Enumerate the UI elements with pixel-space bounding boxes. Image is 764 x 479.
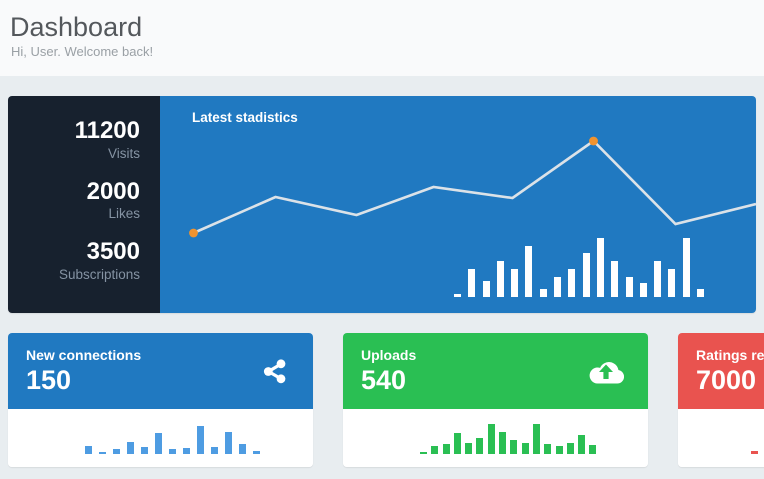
bar — [487, 424, 495, 454]
cards-row: New connections 150 — [8, 333, 764, 467]
share-icon — [263, 359, 286, 384]
stat-label: Likes — [108, 206, 140, 222]
sparkline-new-connections — [85, 422, 260, 454]
bar — [496, 261, 504, 297]
stats-totals-panel: 11200 Visits 2000 Likes 3500 Subscriptio… — [8, 96, 160, 313]
bar — [465, 443, 473, 454]
card-ratings-received[interactable]: Ratings received 7000 — [678, 333, 764, 467]
bar — [476, 438, 484, 454]
bar — [197, 426, 204, 454]
bar — [511, 269, 519, 297]
bar — [566, 443, 574, 454]
bar — [453, 433, 461, 454]
bar — [625, 277, 633, 297]
bar — [454, 294, 461, 297]
stat-item-subscriptions: 3500 Subscriptions — [59, 238, 140, 282]
stat-item-likes: 2000 Likes — [87, 178, 140, 222]
mini-bar-chart — [454, 237, 705, 297]
trend-line — [192, 139, 756, 235]
bar — [468, 269, 476, 297]
sparkline-ratings — [751, 422, 758, 454]
card-header: New connections 150 — [8, 333, 313, 409]
bar — [499, 432, 507, 454]
card-header: Uploads 540 — [343, 333, 648, 409]
bar — [654, 261, 662, 297]
card-body — [343, 409, 648, 467]
bar — [554, 277, 562, 297]
page-header: Dashboard Hi, User. Welcome back! — [0, 0, 764, 76]
bar — [211, 447, 218, 454]
bar — [141, 447, 148, 454]
bar — [751, 451, 758, 454]
latest-statistics-panel: Latest stadistics — [160, 96, 756, 313]
bar — [510, 440, 518, 454]
bar — [85, 446, 92, 454]
line-chart — [189, 136, 756, 238]
bar — [682, 238, 690, 297]
stat-value: 11200 — [74, 117, 140, 145]
card-header: Ratings received 7000 — [678, 333, 764, 409]
bar — [525, 246, 533, 297]
bar — [544, 444, 552, 454]
card-title: Uploads — [361, 346, 417, 363]
card-value: 150 — [26, 364, 72, 395]
bar — [127, 442, 134, 454]
bar — [611, 261, 619, 297]
bar — [539, 289, 547, 297]
card-title: New connections — [26, 346, 142, 363]
bar — [239, 444, 246, 454]
page-title: Dashboard — [10, 12, 143, 42]
bar — [169, 449, 176, 454]
stats-widget: 11200 Visits 2000 Likes 3500 Subscriptio… — [8, 96, 756, 313]
data-point-marker — [589, 136, 598, 146]
card-header-text: New connections 150 — [26, 347, 141, 395]
bar — [442, 444, 450, 454]
card-new-connections[interactable]: New connections 150 — [8, 333, 313, 467]
bar — [596, 238, 604, 297]
bar — [521, 443, 529, 454]
card-title: Ratings received — [696, 346, 764, 363]
bar — [225, 432, 232, 454]
bar — [578, 435, 586, 454]
bar — [697, 289, 705, 297]
bar — [99, 452, 106, 454]
chart-title: Latest stadistics — [192, 110, 298, 125]
bar — [639, 283, 647, 297]
bar — [420, 452, 427, 454]
bar — [582, 253, 590, 297]
card-value: 540 — [361, 364, 407, 395]
card-body — [678, 409, 764, 467]
bar — [482, 281, 490, 297]
bar — [568, 269, 576, 297]
card-header-text: Uploads 540 — [361, 347, 416, 395]
bar — [532, 424, 540, 454]
bar — [113, 449, 120, 454]
bar — [183, 448, 190, 454]
page-subtitle: Hi, User. Welcome back! — [11, 44, 154, 60]
sparkline-uploads — [420, 422, 597, 454]
stat-label: Subscriptions — [58, 266, 140, 282]
bar — [555, 446, 563, 454]
data-point-marker — [189, 228, 198, 238]
bar — [253, 451, 260, 454]
card-value: 7000 — [696, 364, 757, 395]
stat-label: Visits — [107, 145, 140, 161]
card-header-text: Ratings received 7000 — [696, 347, 764, 395]
card-body — [8, 409, 313, 467]
stat-value: 3500 — [86, 238, 140, 266]
stat-value: 2000 — [86, 177, 140, 205]
bar — [589, 445, 597, 454]
card-uploads[interactable]: Uploads 540 — [343, 333, 648, 467]
cloud-upload-icon — [589, 361, 624, 384]
bar — [668, 269, 676, 297]
stat-item-visits: 11200 Visits — [75, 117, 140, 161]
bar — [431, 446, 439, 454]
bar — [155, 433, 162, 454]
